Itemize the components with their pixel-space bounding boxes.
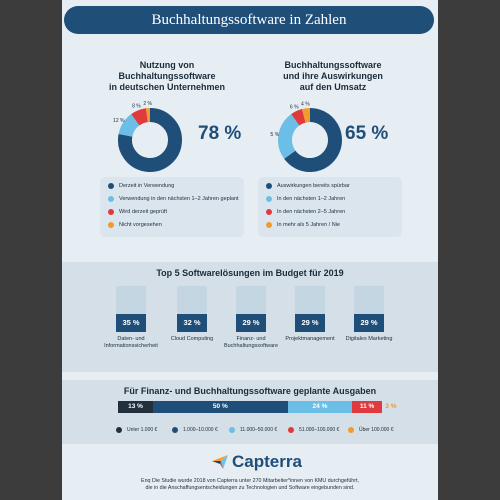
donut-slice-label: 8 % xyxy=(132,104,141,110)
legend-dot-lightblue xyxy=(108,196,114,202)
capterra-logo-text: Capterra xyxy=(232,452,302,471)
donut-slice xyxy=(118,108,182,172)
donut-slice xyxy=(131,108,149,126)
legend-item: Verwendung in den nächsten 1–2 Jahren ge… xyxy=(108,196,239,202)
revenue-donut-chart: 25 % 6 %4 % xyxy=(270,101,342,172)
revenue-legend: Auswirkungen bereits spürbar In den näch… xyxy=(258,177,402,237)
spending-legend-item: Unter 1.000 € xyxy=(116,427,157,433)
spending-legend-item: 1.000–10.000 € xyxy=(172,427,218,433)
legend-label: In den nächsten 2–5 Jahren xyxy=(277,209,346,215)
donut-slice xyxy=(118,114,140,138)
revenue-headline-percent: 65 % xyxy=(345,123,389,144)
spending-legend-item: 51.000–100.000 € xyxy=(288,427,339,433)
stacked-segment: 50 % xyxy=(153,401,288,413)
usage-donut-chart: 12 % 8 % 2 % xyxy=(113,101,182,172)
legend-dot-red xyxy=(108,209,114,215)
top5-section-title: Top 5 Softwarelösungen im Budget für 201… xyxy=(156,268,344,278)
donut-slice-label: 2 % xyxy=(143,101,152,107)
legend-label: Auswirkungen bereits spürbar xyxy=(277,183,350,189)
stacked-segment: 3 % xyxy=(385,403,397,410)
bar-category-label: Daten- und Informationssicherheit xyxy=(104,336,158,349)
spending-legend-item: 11.000–50.000 € xyxy=(229,427,277,433)
legend-dot xyxy=(229,427,235,433)
legend-dot-orange xyxy=(266,222,272,228)
legend-label: In mehr als 5 Jahren / Nie xyxy=(277,222,340,228)
bar: 32 % xyxy=(177,314,207,332)
legend-dot-orange xyxy=(108,222,114,228)
legend-item: Auswirkungen bereits spürbar xyxy=(266,183,350,189)
donut-slice xyxy=(278,114,300,159)
donut-slice xyxy=(302,108,311,123)
stacked-segment: 13 % xyxy=(118,401,153,413)
revenue-section-title: Buchhaltungssoftware und ihre Auswirkung… xyxy=(283,60,383,92)
legend-dot-navy xyxy=(108,183,114,189)
legend-dot-navy xyxy=(266,183,272,189)
stacked-segment: 11 % xyxy=(352,401,382,413)
bar: 29 % xyxy=(295,314,325,332)
bar: 35 % xyxy=(116,314,146,332)
study-note: Enq Die Studie wurde 2018 von Capterra u… xyxy=(141,478,359,491)
donut-slice xyxy=(284,108,342,172)
legend-label: Über 100.000 € xyxy=(359,427,394,433)
usage-section-title: Nutzung von Buchhaltungssoftware in deut… xyxy=(108,60,225,92)
usage-headline-percent: 78 % xyxy=(198,123,242,144)
legend-label: In den nächsten 1–2 Jahren xyxy=(277,196,346,202)
bar-category-label: Projektmanagement xyxy=(285,336,335,342)
bar-category-label: Digitales Marketing xyxy=(345,336,393,342)
donut-slice-label: 12 % xyxy=(113,118,125,124)
spending-stacked-bar: 13 % 50 % 24 % 11 % 3 % xyxy=(118,401,397,413)
legend-dot xyxy=(172,427,178,433)
legend-dot-red xyxy=(266,209,272,215)
spending-section-title: Für Finanz- und Buchhaltungssoftware gep… xyxy=(123,386,377,396)
stacked-segment: 24 % xyxy=(287,401,353,413)
legend-item: In den nächsten 2–5 Jahren xyxy=(266,209,345,215)
usage-legend: Derzeit in Verwendung Verwendung in den … xyxy=(100,177,244,237)
legend-label: Derzeit in Verwendung xyxy=(119,183,175,189)
bar: 29 % xyxy=(354,314,384,332)
donut-slice xyxy=(291,109,306,126)
legend-item: Wird derzeit geprüft xyxy=(108,209,167,215)
legend-item: In mehr als 5 Jahren / Nie xyxy=(266,222,340,228)
legend-item: Nicht vorgesehen xyxy=(108,222,162,228)
legend-label: Wird derzeit geprüft xyxy=(119,209,167,215)
legend-dot xyxy=(288,427,294,433)
donut-slice-label: 6 % xyxy=(290,105,299,111)
page-title: Buchhaltungssoftware in Zahlen xyxy=(64,6,434,34)
legend-dot xyxy=(116,427,122,433)
legend-label: Nicht vorgesehen xyxy=(119,222,162,228)
donut-slice-label: 4 % xyxy=(301,101,310,107)
legend-item: Derzeit in Verwendung xyxy=(108,183,174,189)
donut-slice-label: 25 % xyxy=(270,132,280,138)
spending-legend-item: Über 100.000 € xyxy=(348,427,393,433)
legend-label: 11.000–50.000 € xyxy=(240,427,278,433)
legend-label: 51.000–100.000 € xyxy=(299,427,340,433)
legend-item: In den nächsten 1–2 Jahren xyxy=(266,196,345,202)
bar: 29 % xyxy=(236,314,266,332)
bar-category-label: Cloud Computing xyxy=(170,336,214,342)
legend-dot xyxy=(348,427,354,433)
legend-label: 1.000–10.000 € xyxy=(183,427,218,433)
bar-category-label: Finanz- und Buchhaltungssoftware xyxy=(223,336,279,349)
capterra-arrow-icon xyxy=(212,455,228,469)
legend-dot-lightblue xyxy=(266,196,272,202)
capterra-logo: Capterra xyxy=(212,452,302,472)
legend-label: Unter 1.000 € xyxy=(127,427,158,433)
spending-legend: Unter 1.000 € 1.000–10.000 € 11.000–50.000… xyxy=(116,427,396,437)
legend-label: Verwendung in den nächsten 1–2 Jahren ge… xyxy=(119,196,239,202)
